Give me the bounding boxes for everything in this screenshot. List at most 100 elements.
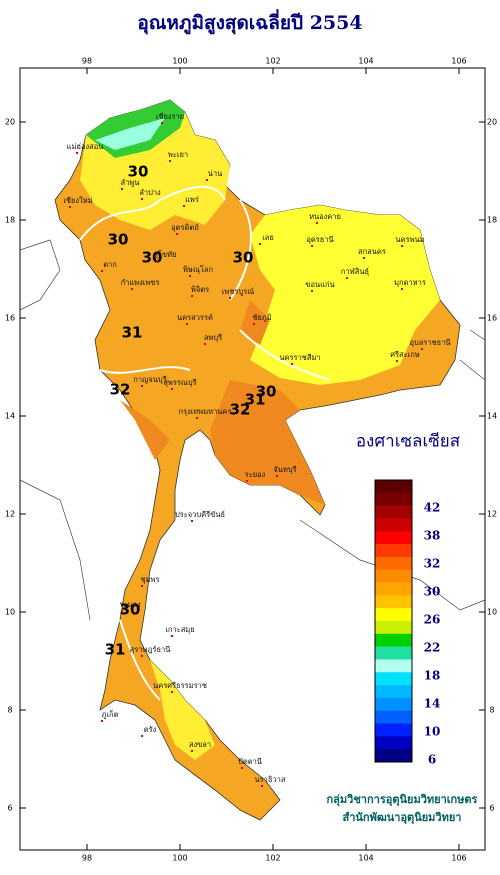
place-name: นราธิวาส [255,775,286,784]
place-name: ตาก [103,260,117,269]
legend-swatch [375,621,412,635]
place-name: เชียงใหม่ [63,196,92,205]
place-name: นครศรีธรรมราช [153,681,207,690]
contour-label: 32 [110,381,131,399]
place-name: พิจิตร [191,285,209,294]
station [291,363,293,365]
station [161,122,163,124]
lat-tick-label: 14 [487,412,497,421]
station [311,290,313,292]
place-name: ตรัง [144,725,157,734]
contour-label: 31 [105,641,126,659]
legend-label: 32 [424,557,441,571]
lon-tick-label: 106 [451,57,466,66]
region-cyan [95,118,165,150]
station [196,417,198,419]
legend-label: 18 [424,669,441,683]
place-name: สุโขทัย [153,250,176,259]
station [241,767,243,769]
place-name: หนองคาย [309,212,341,221]
lon-tick-label: 102 [265,57,280,66]
place-name: สุราษฎร์ธานี [130,645,171,654]
region-orange [120,300,270,460]
lon-tick-label: 106 [451,854,466,863]
legend-swatch [375,608,412,622]
contour-label: 30 [256,383,277,401]
lat-tick-label: 16 [487,314,497,323]
station [76,152,78,154]
lon-tick-label: 100 [172,854,187,863]
lat-tick-label: 14 [5,412,15,421]
contour-line [79,185,331,701]
legend-swatch [375,569,412,583]
station [421,348,423,350]
place-name: เลย [262,233,274,242]
legend-swatch [375,518,412,532]
place-name: น่าน [208,169,222,178]
station [101,720,103,722]
lon-tick-label: 104 [358,57,373,66]
credit: กลุ่มวิชาการอุตุนิยมวิทยาเกษตร [327,793,478,807]
legend-swatch [375,710,412,724]
station [141,198,143,200]
lon-tick-label: 104 [358,854,373,863]
legend-swatch [375,544,412,558]
lat-tick-label: 16 [5,314,15,323]
place-name: ศรีสะเกษ [390,350,419,359]
station [401,245,403,247]
contour-label: 30 [120,601,141,619]
legend-label: 6 [428,753,436,767]
station [276,475,278,477]
contour-label: 30 [233,249,254,267]
lat-tick-label: 20 [5,118,15,127]
place-name: สุพรรณบุรี [163,378,196,387]
neighbour-border [19,239,486,621]
place-name: ลำพูน [121,178,140,187]
contour-label: 31 [122,324,143,342]
legend-title: องศาเซลเซียส [356,432,461,452]
station [204,343,206,345]
place-name: ชุมพร [140,575,159,584]
place-name: เกาะสมุย [165,625,194,634]
place-name: จันทบุรี [273,465,296,474]
station [346,277,348,279]
legend-swatch [375,672,412,686]
title: อุณหภูมิสูงสุดเฉลี่ยปี 2554 [137,9,362,35]
legend-swatch [375,749,412,763]
lat-tick-label: 10 [487,608,497,617]
station [169,160,171,162]
place-name: มุกดาหาร [394,278,426,287]
place-name: ภูเก็ต [102,709,119,719]
station [141,735,143,737]
place-name: ระยอง [245,470,266,479]
station [171,635,173,637]
station [259,243,261,245]
legend-swatch [375,492,412,506]
station [141,385,143,387]
lat-tick-label: 6 [489,804,494,813]
place-name: ประจวบคีรีขันธ์ [175,510,225,519]
place-name: กรุงเทพมหานคร [179,407,232,416]
legend-swatch [375,531,412,545]
place-name: สงขลา [189,740,211,749]
station [141,585,143,587]
legend-swatch [375,556,412,571]
place-name: สกลนคร [358,247,386,256]
legend-swatch [375,646,412,660]
place-name: ลพบุรี [204,333,222,342]
station [156,260,158,262]
legend-label: 22 [424,641,441,655]
lon-tick-label: 100 [172,57,187,66]
place-name: กำแพงเพชร [121,278,160,287]
place-name: พิษณุโลก [183,265,213,274]
station [186,323,188,325]
contour-label: 32 [230,401,251,419]
place-name: แพร่ [185,195,199,204]
legend-label: 14 [424,697,441,711]
station [176,233,178,235]
region-yellow [150,660,215,760]
place-name: ขอนแก่น [305,280,334,289]
station [363,257,365,259]
lon-tick-label: 98 [82,57,92,66]
lat-tick-label: 18 [5,216,15,225]
